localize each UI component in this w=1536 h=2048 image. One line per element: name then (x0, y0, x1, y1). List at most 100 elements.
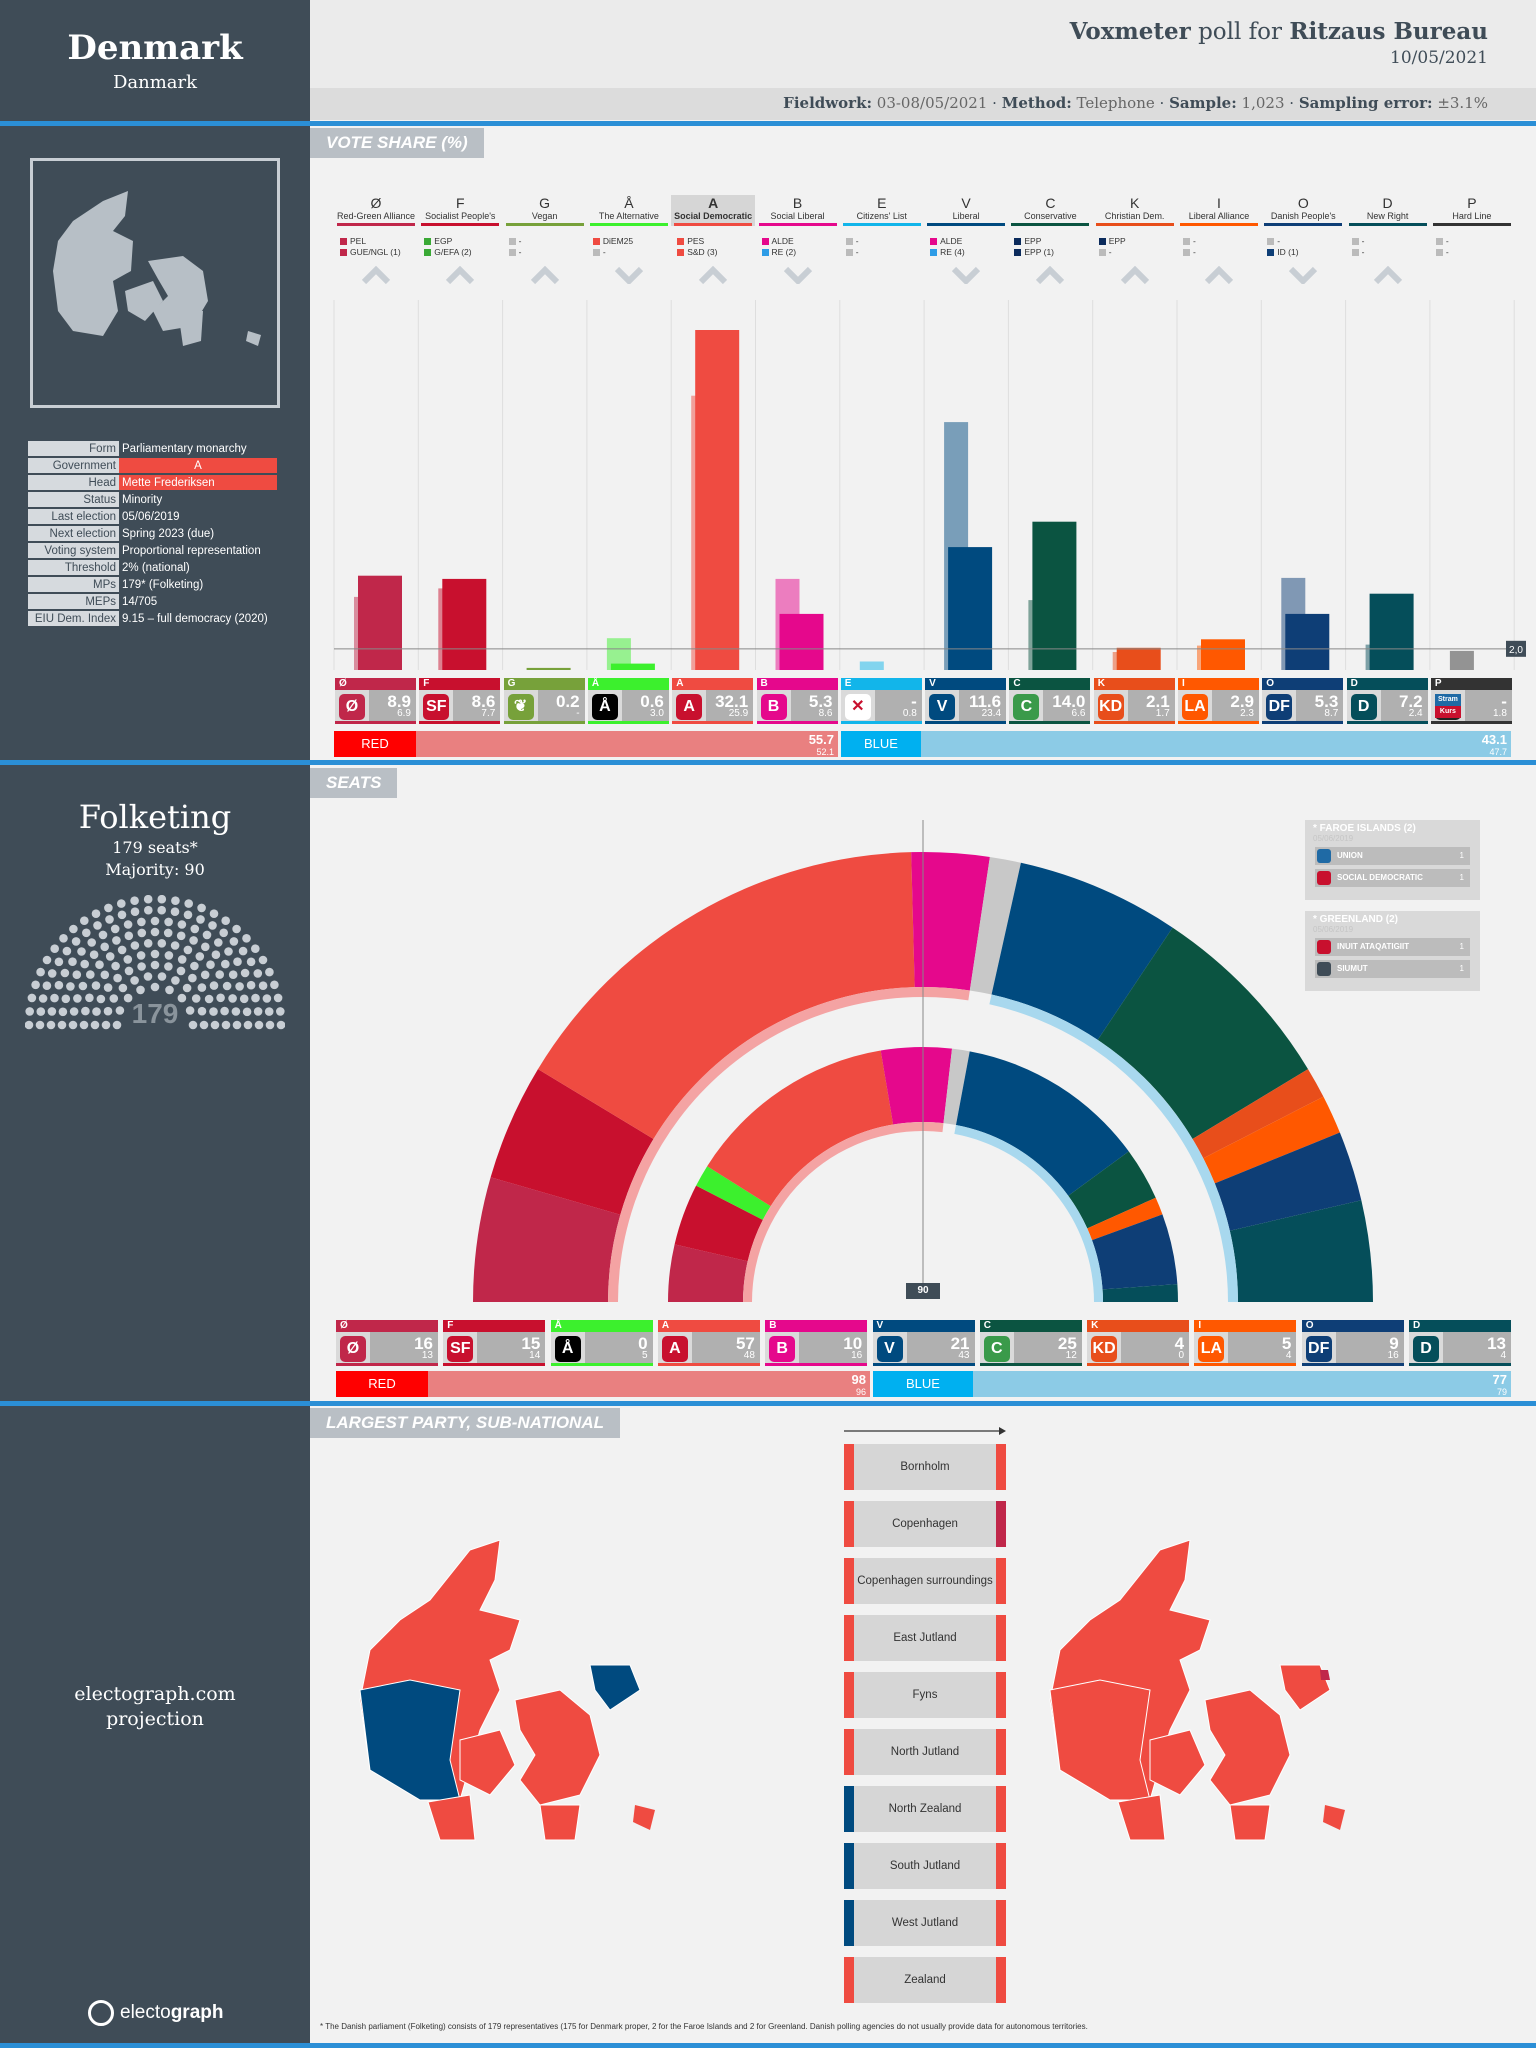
card-previous: 8.6 (818, 708, 833, 719)
party-card: C C 25 12 (979, 1320, 1082, 1366)
seat-dot (89, 950, 99, 959)
euro-swatch (424, 249, 432, 257)
euro-swatch (761, 238, 769, 246)
euro-group: - (845, 247, 859, 258)
party-logo-text: LA (1184, 698, 1206, 715)
seat-dot (150, 960, 160, 970)
card-previous: 2.3 (1240, 708, 1254, 719)
threshold-badge (1506, 640, 1526, 657)
party-name: Socialist People's (425, 211, 496, 221)
seat-dot (258, 955, 268, 965)
seat-arc-previous (707, 1050, 894, 1207)
chevron-shape (1289, 266, 1318, 284)
euro-label: - (518, 236, 522, 246)
party-logo-icon: Å (554, 1336, 581, 1362)
card-value: 2.9 (1230, 692, 1254, 711)
seat-dot (231, 1007, 241, 1016)
region-item: Bornholm (844, 1444, 1006, 1490)
euro-affiliation: ALDE RE (4) (930, 236, 965, 258)
sample-label: Sample: (1169, 94, 1237, 112)
chevron-up-icon (1036, 266, 1065, 284)
euro-swatch (1351, 249, 1359, 257)
party-header: K Christian Dem. (1093, 195, 1177, 226)
seat-dot (117, 910, 127, 920)
seat-dot (170, 941, 180, 950)
seat-dot (208, 921, 217, 930)
seat-dot (157, 972, 167, 981)
party-logo-text: Å (599, 698, 611, 715)
seat-dot (123, 993, 133, 1003)
brand-name-b: graph (170, 2002, 224, 2023)
euro-swatch (508, 249, 516, 257)
euro-label: - (1193, 247, 1196, 257)
card-previous: 0.8 (902, 708, 917, 719)
bloc-previous: 96 (855, 1387, 866, 1397)
chevron-shape (1036, 266, 1065, 284)
euro-label: ALDE (940, 236, 963, 246)
seat-dot (115, 1006, 125, 1015)
footnote: * The Danish parliament (Folketing) cons… (320, 2022, 1088, 2031)
card-abbr: K (1097, 678, 1105, 689)
seat-dot (150, 949, 160, 959)
card-previous: 12 (1065, 1350, 1077, 1361)
party-abbr: I (1217, 195, 1221, 211)
euro-swatch (424, 238, 432, 246)
card-value: 14.0 (1052, 692, 1086, 711)
seat-dot (177, 955, 187, 964)
card-value: 0 (638, 1334, 648, 1353)
seat-dot (137, 962, 146, 971)
seat-dot (60, 968, 70, 978)
chevron-up-icon (699, 266, 728, 284)
header (310, 0, 1536, 88)
seat-arc-current (490, 1069, 654, 1215)
euro-label: - (1193, 236, 1196, 246)
card-abbr: Ø (339, 678, 347, 689)
seat-dot (71, 937, 81, 946)
chevron-shape (362, 266, 390, 284)
euro-group: - (508, 236, 522, 247)
region-current-swatch (996, 1843, 1006, 1889)
euro-label: DiEM25 (602, 236, 634, 246)
euro-swatch (1098, 238, 1106, 246)
region-current-swatch (996, 1672, 1006, 1718)
card-previous: 16 (851, 1350, 863, 1361)
party-logo-icon: B (769, 1336, 796, 1362)
seat-arc-current (991, 862, 1173, 1040)
seat-dot (221, 1020, 231, 1030)
card-abbr: F (423, 678, 430, 689)
bar-poll (358, 575, 402, 670)
party-card: B B 5.3 8.6 (756, 678, 838, 724)
info-key: Government (28, 458, 119, 473)
seat-dot (165, 985, 174, 995)
territory-party-seats: 1 (1459, 964, 1464, 973)
card-value: - (1501, 692, 1507, 711)
card-abbr: F (447, 1320, 454, 1331)
chevron-shape (614, 266, 643, 284)
party-logo-icon: LA (1182, 694, 1208, 720)
seat-dot (221, 916, 230, 925)
euro-label: - (602, 247, 606, 257)
region-previous-swatch (844, 1672, 854, 1718)
party-abbr: P (1467, 195, 1477, 211)
region-item: Copenhagen surroundings (844, 1558, 1006, 1604)
party-logo-text: Å (561, 1340, 574, 1357)
card-abbr: C (983, 1320, 992, 1331)
party-logo-icon: Ø (340, 1336, 366, 1362)
seat-dot (143, 972, 153, 981)
party-color-line (927, 223, 1006, 226)
card-abbr: O (1266, 678, 1275, 689)
card-abbr: C (1013, 678, 1021, 689)
seat-dot (130, 941, 140, 950)
euro-label: - (518, 247, 522, 257)
card-abbr: K (1091, 1320, 1099, 1331)
euro-group: DiEM25 (592, 236, 634, 247)
seat-dot (124, 931, 134, 941)
seat-dot (150, 927, 160, 937)
seat-dot (199, 1020, 209, 1030)
parliament-majority: Majority: 90 (105, 860, 205, 879)
party-card: K KD 2.1 1.7 (1093, 678, 1175, 724)
parliament-total: 179 (131, 998, 179, 1029)
party-abbr: F (456, 195, 465, 211)
seat-dot (262, 994, 272, 1003)
party-color-line (1095, 223, 1174, 226)
